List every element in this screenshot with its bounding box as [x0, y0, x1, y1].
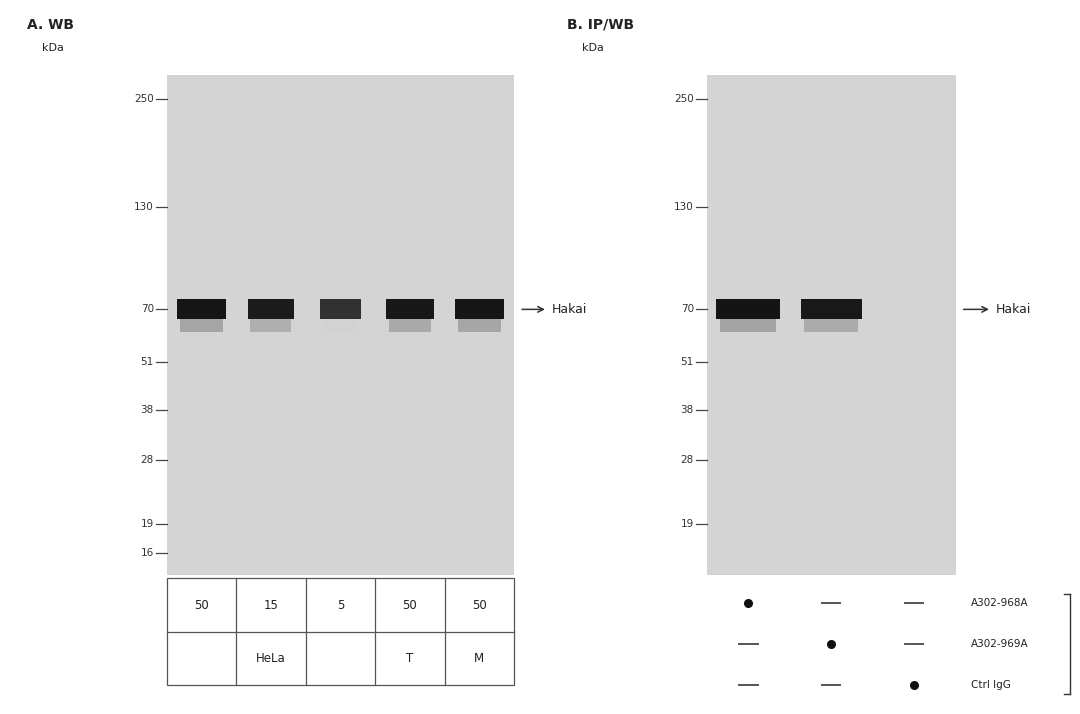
Text: 19: 19 [140, 519, 153, 529]
Text: A302-969A: A302-969A [971, 639, 1029, 649]
Text: Hakai: Hakai [552, 303, 586, 316]
Text: 50: 50 [472, 598, 487, 612]
Bar [800, 299, 862, 319]
Text: 19: 19 [680, 519, 693, 529]
Bar [716, 299, 780, 319]
Text: 50: 50 [194, 598, 208, 612]
Bar [323, 319, 359, 332]
Bar [166, 75, 514, 575]
Text: A302-968A: A302-968A [971, 598, 1029, 608]
Bar [166, 578, 514, 685]
Text: kDa: kDa [582, 43, 604, 53]
Text: 130: 130 [674, 202, 693, 212]
Bar [455, 299, 504, 319]
Text: Hakai: Hakai [996, 303, 1031, 316]
Text: 51: 51 [140, 356, 153, 366]
Text: kDa: kDa [42, 43, 64, 53]
Text: 28: 28 [140, 456, 153, 466]
Text: 70: 70 [680, 304, 693, 314]
Text: 70: 70 [140, 304, 153, 314]
Text: A. WB: A. WB [27, 18, 73, 32]
Bar [389, 319, 431, 332]
Text: 250: 250 [674, 94, 693, 104]
Bar [458, 319, 501, 332]
Text: 38: 38 [680, 405, 693, 415]
Bar [720, 319, 777, 332]
Bar [320, 299, 361, 319]
Bar [247, 299, 294, 319]
Text: 16: 16 [140, 548, 153, 558]
Text: M: M [474, 652, 485, 665]
Text: 5: 5 [337, 598, 345, 612]
Text: 250: 250 [134, 94, 153, 104]
Bar [805, 319, 859, 332]
Text: Ctrl IgG: Ctrl IgG [971, 680, 1011, 690]
Text: 130: 130 [134, 202, 153, 212]
Text: B. IP/WB: B. IP/WB [567, 18, 634, 32]
Bar [386, 299, 434, 319]
Text: 50: 50 [403, 598, 417, 612]
Text: 38: 38 [140, 405, 153, 415]
Text: 51: 51 [680, 356, 693, 366]
Bar [706, 75, 956, 575]
Text: 28: 28 [680, 456, 693, 466]
Text: T: T [406, 652, 414, 665]
Bar [177, 299, 227, 319]
Text: HeLa: HeLa [256, 652, 286, 665]
Bar [251, 319, 292, 332]
Text: 15: 15 [264, 598, 279, 612]
Bar [179, 319, 224, 332]
